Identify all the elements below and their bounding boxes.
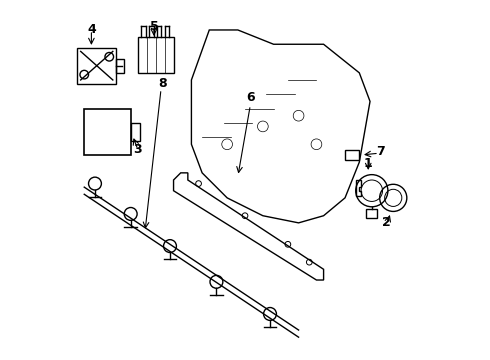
Text: 7: 7 xyxy=(376,145,385,158)
Text: 6: 6 xyxy=(246,91,255,104)
Text: 2: 2 xyxy=(382,216,391,229)
Text: 4: 4 xyxy=(87,23,96,36)
Text: 5: 5 xyxy=(149,20,158,33)
Text: 8: 8 xyxy=(159,77,167,90)
Text: 1: 1 xyxy=(364,157,372,170)
Text: 3: 3 xyxy=(133,143,142,156)
